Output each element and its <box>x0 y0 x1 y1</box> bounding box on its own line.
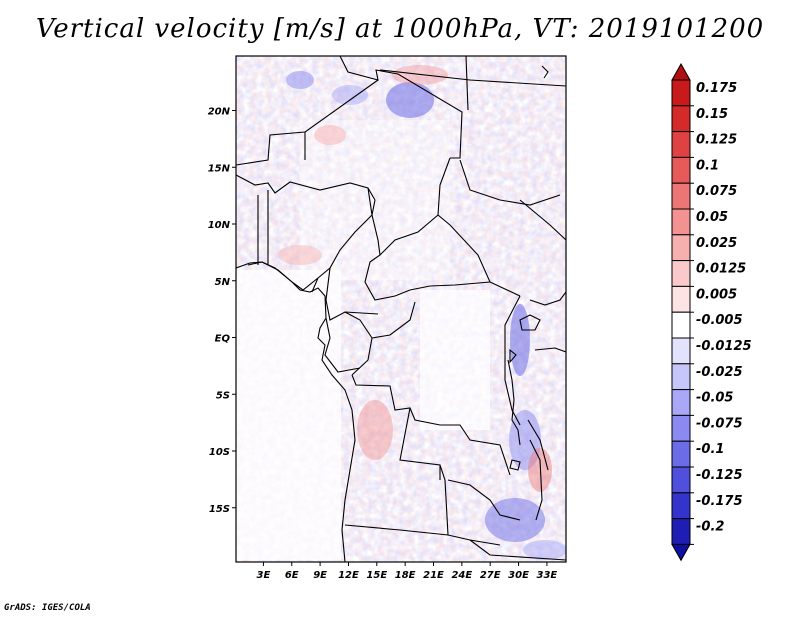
colorbar-label: -0.075 <box>696 416 743 431</box>
lat-tick-label: 10S <box>209 447 230 458</box>
map-frame <box>235 55 567 563</box>
border-line <box>529 291 566 306</box>
border-line <box>459 159 561 206</box>
colorbar-label: 0.025 <box>696 236 737 251</box>
grads-credit: GrADS: IGES/COLA <box>4 603 91 613</box>
colorbar-swatch <box>671 234 691 262</box>
colorbar-swatch <box>671 337 691 365</box>
lake-shore <box>509 348 517 364</box>
colorbar-label: 0.1 <box>696 158 719 173</box>
map-title: Vertical velocity [m/s] at 1000hPa, VT: … <box>35 14 765 44</box>
country-borders <box>236 56 566 562</box>
colorbar-label: 0.125 <box>696 133 737 148</box>
colorbar-label: 0.075 <box>696 184 737 199</box>
coastline <box>236 261 356 562</box>
colorbar-label: 0.15 <box>696 107 728 122</box>
border-line <box>379 157 451 256</box>
colorbar-swatch <box>671 440 691 468</box>
colorbar-swatch <box>671 492 691 520</box>
lon-tick-label: 21E <box>423 570 444 581</box>
lon-tick-label: 15E <box>366 570 387 581</box>
border-line <box>465 56 469 111</box>
colorbar-label: -0.0125 <box>696 339 752 354</box>
longitude-axis: 3E 6E 9E 12E 15E 18E 21E 24E 27E 30E 33E <box>257 562 558 581</box>
lat-tick-label: 15S <box>209 504 230 515</box>
lon-tick-label: 9E <box>313 570 327 581</box>
colorbar-label: 0.0125 <box>696 262 746 277</box>
colorbar-label: -0.05 <box>696 391 733 406</box>
border-line <box>447 479 521 521</box>
border-line <box>439 464 449 536</box>
lon-tick-label: 12E <box>338 570 359 581</box>
colorbar: 0.175 0.15 0.125 0.1 0.075 0.05 0.025 0.0125 0.0… <box>671 62 752 562</box>
border-line <box>527 419 549 471</box>
colorbar-label: -0.125 <box>696 468 743 483</box>
colorbar-label: -0.005 <box>696 313 743 328</box>
colorbar-swatch <box>671 414 691 442</box>
lake-shore <box>507 359 521 446</box>
colorbar-label: 0.175 <box>696 81 737 96</box>
colorbar-swatch <box>671 466 691 494</box>
border-line <box>351 374 511 476</box>
border-line <box>469 539 566 561</box>
lat-tick-label: 15N <box>208 163 231 174</box>
colorbar-bottom-arrow <box>671 543 691 562</box>
colorbar-label: -0.1 <box>696 442 724 457</box>
colorbar-swatch <box>671 285 691 313</box>
colorbar-swatch <box>671 389 691 416</box>
colorbar-label: -0.025 <box>696 365 743 380</box>
lon-tick-label: 6E <box>285 570 299 581</box>
lon-tick-label: 18E <box>395 570 416 581</box>
latitude-axis: 20N 15N 10N 5N EQ 5S 10S 15S <box>208 107 236 515</box>
colorbar-swatch <box>671 311 691 339</box>
colorbar-swatch <box>671 182 691 210</box>
colorbar-swatch <box>671 363 691 391</box>
lon-tick-label: 30E <box>508 570 529 581</box>
colorbar-swatch <box>671 105 691 133</box>
border-line <box>437 214 521 297</box>
colorbar-swatch <box>671 260 691 287</box>
border-line <box>325 267 379 321</box>
colorbar-swatch <box>671 131 691 158</box>
lat-tick-label: 10N <box>208 220 231 231</box>
border-line <box>519 199 566 241</box>
lon-tick-label: 27E <box>480 570 501 581</box>
colorbar-label: 0.05 <box>696 210 728 225</box>
lon-tick-label: 3E <box>257 570 271 581</box>
border-line <box>344 524 501 546</box>
colorbar-label: -0.2 <box>696 520 724 535</box>
colorbar-swatch <box>671 156 691 184</box>
vertical-velocity-field <box>236 56 566 562</box>
lat-tick-label: 5S <box>216 390 230 401</box>
coastline <box>541 65 549 79</box>
lon-tick-label: 33E <box>537 570 558 581</box>
border-line <box>311 277 319 293</box>
colorbar-label: 0.005 <box>696 287 737 302</box>
lon-tick-label: 24E <box>451 570 472 581</box>
border-line <box>371 301 416 339</box>
colorbar-swatch <box>671 79 691 107</box>
border-line <box>534 347 566 353</box>
lake-shore <box>509 459 521 471</box>
border-line <box>379 69 566 87</box>
border-line <box>364 187 491 301</box>
colorbar-swatch <box>671 518 691 545</box>
lat-tick-label: 20N <box>208 107 231 118</box>
border-line <box>324 317 361 373</box>
border-line <box>399 407 441 480</box>
lat-tick-label: EQ <box>215 334 231 345</box>
border-line <box>339 56 463 159</box>
border-line <box>236 174 376 201</box>
lat-tick-label: 5N <box>215 277 231 288</box>
colorbar-label: -0.175 <box>696 494 743 509</box>
lake-shore <box>529 439 543 521</box>
border-line <box>236 131 306 166</box>
lake-shore <box>519 314 541 331</box>
border-line <box>504 295 521 426</box>
colorbar-swatch <box>671 208 691 236</box>
colorbar-top-arrow <box>671 62 691 81</box>
